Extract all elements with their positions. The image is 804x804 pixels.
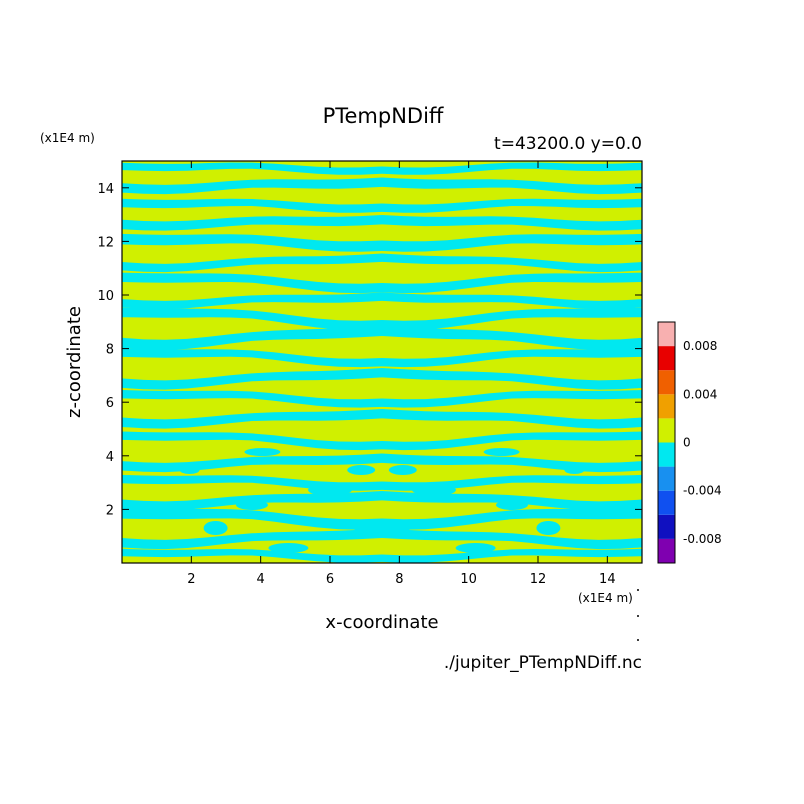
colorbar: 0.008 0.004 0 -0.004 -0.008 <box>657 321 722 564</box>
negative-band <box>122 474 642 491</box>
colorbar-frame <box>657 321 676 564</box>
negative-blob <box>203 521 228 535</box>
negative-band <box>122 162 642 175</box>
heatmap-field <box>122 162 642 563</box>
y-tick-label: 2 <box>106 503 114 518</box>
colorbar-tick-label: 0.008 <box>683 339 717 353</box>
x-tick-label: 4 <box>257 572 265 587</box>
chart-title: PTempNDiff <box>323 104 444 128</box>
negative-band <box>122 368 642 390</box>
negative-band <box>122 307 642 331</box>
y-axis: 2 4 6 8 10 12 14 <box>97 182 642 518</box>
negative-band <box>122 508 642 530</box>
negative-band <box>122 233 642 252</box>
negative-blob <box>347 465 376 475</box>
x-unit-label: (x1E4 m) <box>578 591 633 605</box>
y-tick-label: 6 <box>106 396 114 411</box>
negative-band <box>122 453 642 473</box>
negative-blob <box>455 543 496 553</box>
colorbar-swatch <box>658 370 675 395</box>
file-footer: ./jupiter_PTempNDiff.nc <box>444 653 642 673</box>
x-tick-label: 14 <box>599 572 616 587</box>
negative-band <box>122 272 642 294</box>
corner-markers <box>637 589 639 641</box>
negative-blob <box>308 484 352 496</box>
negative-blob <box>374 522 411 534</box>
negative-band <box>122 348 642 368</box>
colorbar-swatch <box>658 322 675 347</box>
negative-band <box>122 390 642 408</box>
negative-band <box>122 253 642 273</box>
x-tick-label: 12 <box>530 572 547 587</box>
negative-band <box>122 528 642 550</box>
colorbar-swatch <box>658 394 675 419</box>
x-tick-label: 6 <box>326 572 334 587</box>
negative-blob <box>412 484 456 496</box>
negative-band <box>122 431 642 451</box>
x-tick-label: 8 <box>395 572 403 587</box>
negative-band <box>122 548 642 563</box>
negative-band <box>122 215 642 231</box>
negative-blob <box>564 466 585 474</box>
y-tick-label: 4 <box>106 450 114 465</box>
chart-subtitle: t=43200.0 y=0.0 <box>494 134 642 154</box>
negative-blob <box>244 448 281 456</box>
colorbar-swatch <box>658 514 675 539</box>
colorbar-swatch <box>658 346 675 371</box>
negative-blob <box>483 448 520 456</box>
colorbar-swatch <box>658 490 675 515</box>
y-unit-label: (x1E4 m) <box>40 131 95 145</box>
negative-blob <box>268 543 309 553</box>
negative-blob <box>179 466 200 474</box>
colorbar-swatch <box>658 466 675 491</box>
negative-band <box>122 198 642 213</box>
colorbar-tick-label: -0.004 <box>683 484 722 498</box>
y-tick-label: 8 <box>106 343 114 358</box>
corner-dot <box>637 639 639 641</box>
y-tick-label: 10 <box>97 289 114 304</box>
negative-band <box>122 491 642 511</box>
corner-dot <box>637 615 639 617</box>
y-axis-label: z-coordinate <box>64 306 85 418</box>
x-tick-label: 10 <box>460 572 477 587</box>
x-axis-label: x-coordinate <box>325 612 438 633</box>
colorbar-tick-label: 0.004 <box>683 387 717 401</box>
colorbar-tick-label: -0.008 <box>683 532 722 546</box>
negative-band <box>122 409 642 429</box>
colorbar-swatch <box>658 442 675 467</box>
negative-blob <box>236 500 268 510</box>
colorbar-swatch <box>658 538 675 563</box>
y-tick-label: 14 <box>97 182 114 197</box>
y-tick-label: 12 <box>97 235 114 250</box>
negative-blob <box>536 521 561 535</box>
x-tick-label: 2 <box>187 572 195 587</box>
negative-blob <box>388 465 417 475</box>
colorbar-tick-label: 0 <box>683 436 691 450</box>
negative-band <box>122 325 642 351</box>
negative-blob <box>496 500 528 510</box>
plot-frame <box>121 160 643 564</box>
x-axis: 2 4 6 8 10 12 14 <box>187 161 616 587</box>
corner-dot <box>637 589 639 591</box>
colorbar-swatch <box>658 418 675 443</box>
negative-band <box>122 177 642 195</box>
negative-band <box>122 292 642 310</box>
plot-area <box>121 160 643 564</box>
